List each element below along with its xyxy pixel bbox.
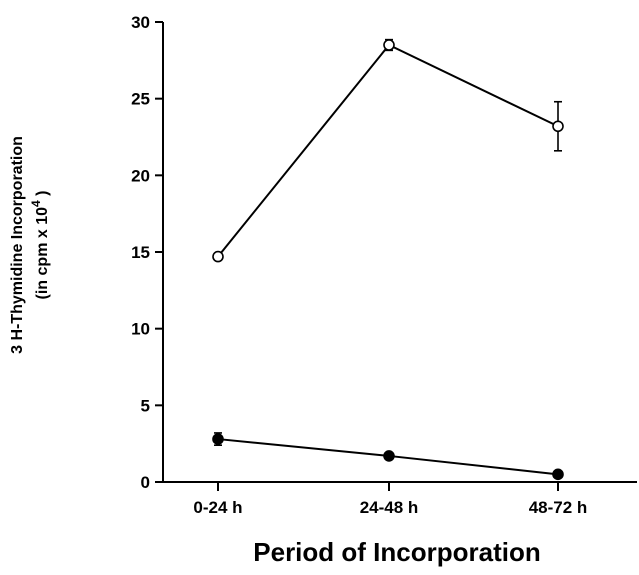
- y-tick-label: 25: [131, 90, 150, 109]
- series-1: [212, 38, 564, 263]
- y-tick-label: 30: [131, 13, 150, 32]
- filled-circle-marker: [383, 450, 395, 462]
- x-tick-label: 48-72 h: [529, 498, 588, 517]
- filled-circle-marker: [552, 468, 564, 481]
- plot-area: [212, 38, 564, 481]
- y-axis-title: 3 H-Thymidine Incorporation (in cpm x 10…: [9, 136, 51, 354]
- y-axis-title-exponent: 4: [29, 200, 43, 207]
- y-tick-label: 10: [131, 320, 150, 339]
- y-tick-label: 15: [131, 243, 150, 262]
- series-line: [217, 43, 559, 258]
- y-axis-title-line1: 3 H-Thymidine Incorporation: [9, 136, 26, 354]
- x-axis-ticks: 0-24 h 24-48 h 48-72 h: [193, 482, 587, 517]
- series-2: [212, 432, 564, 481]
- y-axis-ticks: 0 5 10 15 20 25 30: [131, 13, 163, 492]
- y-axis-title-line2: (in cpm x 104 ): [29, 191, 51, 300]
- x-tick-label: 24-48 h: [360, 498, 419, 517]
- open-circle-marker: [212, 250, 224, 263]
- y-axis-title-suffix: ): [34, 191, 51, 201]
- x-axis-title: Period of Incorporation: [253, 537, 540, 567]
- y-axis-title-prefix: (in cpm x 10: [34, 207, 51, 300]
- y-tick-label: 0: [141, 473, 150, 492]
- x-tick-label: 0-24 h: [193, 498, 242, 517]
- y-tick-label: 5: [141, 396, 150, 415]
- open-circle-marker: [383, 39, 395, 51]
- filled-circle-marker: [212, 433, 224, 445]
- open-circle-marker: [552, 120, 564, 133]
- y-tick-label: 20: [131, 166, 150, 185]
